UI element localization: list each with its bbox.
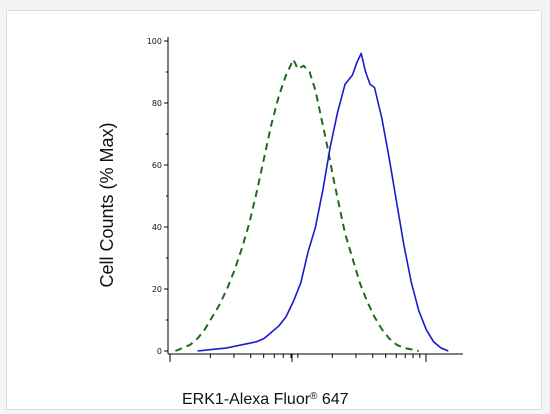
y-tick-label: 20 [152,285,162,294]
control-histogram-line [175,58,420,352]
axes: 0 20 40 60 80 100 [147,37,463,362]
x-axis-label-suffix: 647 [317,391,349,408]
x-axis-label-text: ERK1-Alexa Fluor [182,391,311,408]
histogram-chart: Cell Counts (% Max) 0 20 40 60 80 100 [97,37,463,362]
figure-frame: Cell Counts (% Max) 0 20 40 60 80 100 ERK1-Al… [6,10,542,410]
series-layer [175,52,449,352]
x-axis-label: ERK1-Alexa Fluor® 647 [182,391,349,409]
y-tick-label: 40 [152,223,162,232]
chart-panel: Cell Counts (% Max) 0 20 40 60 80 100 [53,19,505,363]
y-axis-label: Cell Counts (% Max) [97,122,117,287]
y-tick-label: 0 [157,347,162,356]
y-tick-label: 100 [147,37,162,46]
registered-mark: ® [310,391,318,402]
y-tick-label: 60 [152,161,162,170]
y-tick-label: 80 [152,99,162,108]
sample-histogram-line [197,52,449,352]
